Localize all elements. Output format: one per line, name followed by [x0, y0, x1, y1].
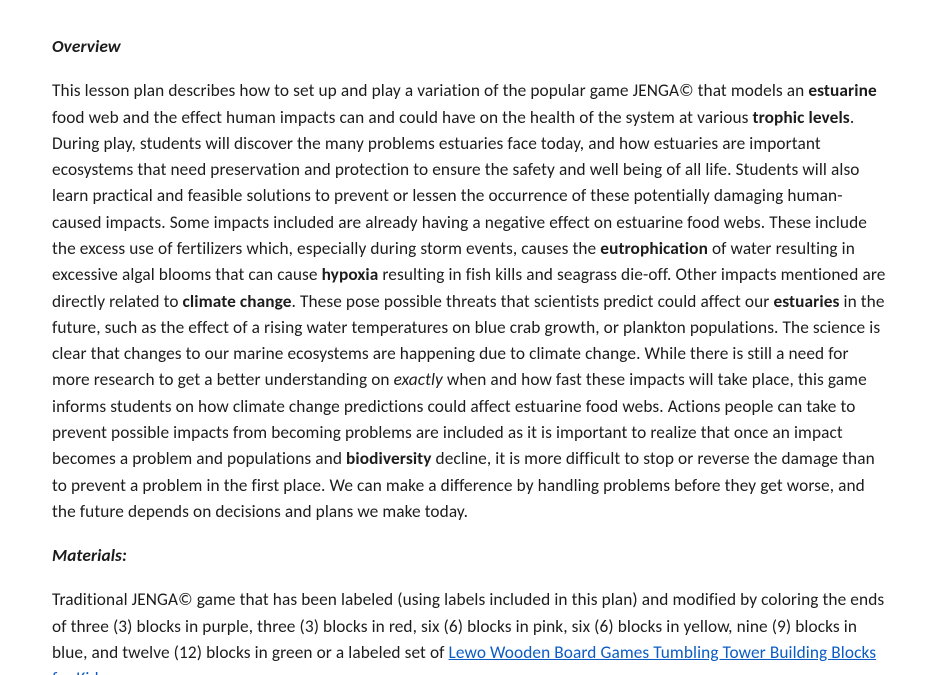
overview-heading: Overview: [52, 34, 886, 60]
materials-heading: Materials:: [52, 543, 886, 569]
text: . These pose possible threats that scien…: [292, 291, 774, 312]
bold-climate-change: climate change: [183, 291, 292, 312]
copyright-symbol: ©: [679, 80, 694, 101]
bold-hypoxia: hypoxia: [322, 264, 379, 285]
text: Traditional JENGA: [52, 589, 178, 610]
overview-paragraph: This lesson plan describes how to set up…: [52, 78, 886, 525]
bold-estuaries: estuaries: [773, 291, 839, 312]
bold-estuarine: estuarine: [808, 80, 876, 101]
materials-paragraph: Traditional JENGA© game that has been la…: [52, 587, 886, 675]
text: that models an: [694, 80, 809, 101]
copyright-symbol: ©: [178, 589, 193, 610]
bold-trophic-levels: trophic levels: [753, 107, 850, 128]
bold-eutrophication: eutrophication: [600, 238, 708, 259]
text: food web and the effect human impacts ca…: [52, 107, 753, 128]
text: . During play, students will discover th…: [52, 107, 867, 259]
italic-exactly: exactly: [394, 369, 443, 390]
text: This lesson plan describes how to set up…: [52, 80, 679, 101]
bold-biodiversity: biodiversity: [346, 448, 432, 469]
document-page: Overview This lesson plan describes how …: [0, 0, 938, 675]
